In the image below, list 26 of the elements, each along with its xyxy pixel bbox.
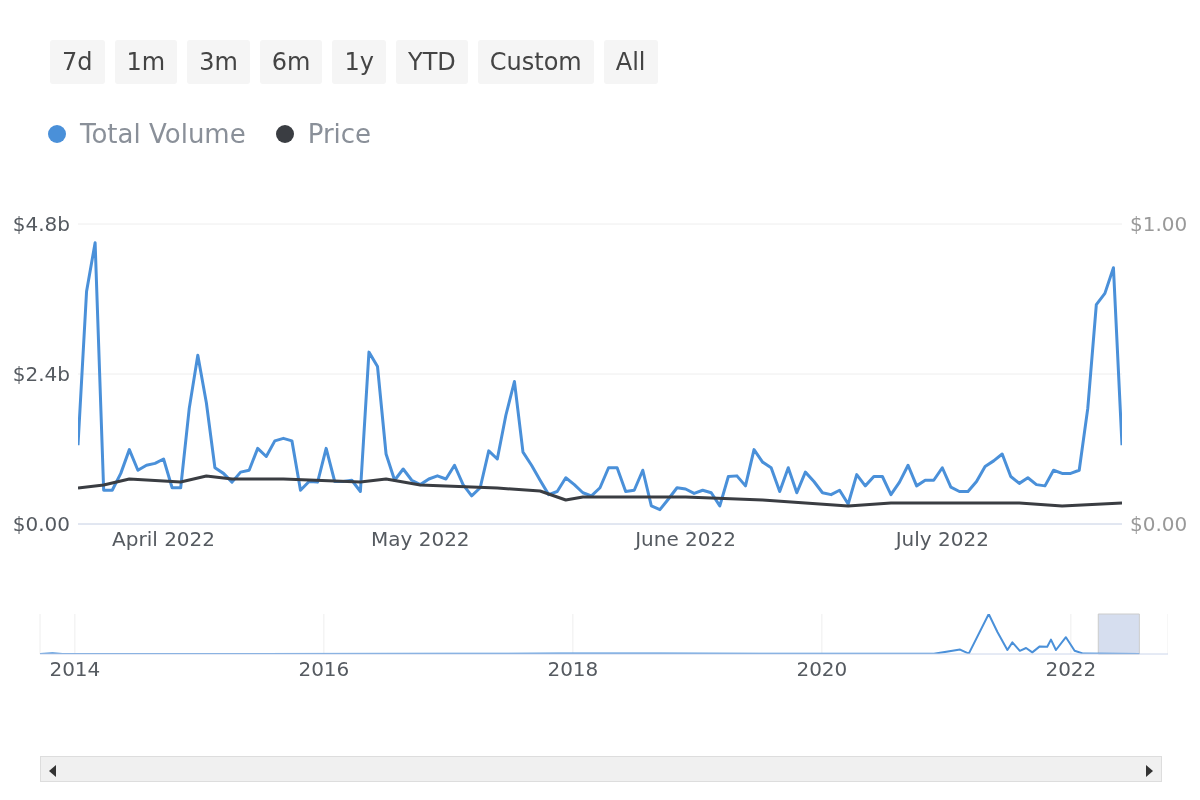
y-tick-label: $4.8b xyxy=(12,212,70,237)
x-tick-label: July 2022 xyxy=(893,527,989,552)
range-button: YTD xyxy=(395,40,468,84)
y-tick-label: $0.00 xyxy=(12,512,70,537)
x-tick-label: 2014 xyxy=(49,657,101,682)
line-series xyxy=(78,241,1122,512)
y-tick-label: $2.4b xyxy=(12,362,70,387)
x-tick-label: 2016 xyxy=(298,657,350,682)
legend-label: Price xyxy=(307,119,372,149)
y2-tick-label: $0.00 xyxy=(1130,512,1188,537)
range-button: 6m xyxy=(259,40,323,84)
x-tick-label: 2018 xyxy=(547,657,599,682)
x-tick-label: June 2022 xyxy=(633,527,736,552)
range-button: All xyxy=(603,40,658,84)
x-tick-label: 2020 xyxy=(796,657,848,682)
x-tick-label: April 2022 xyxy=(112,527,216,552)
x-tick-label: May 2022 xyxy=(370,527,470,552)
line-series xyxy=(78,474,1122,508)
range-button: 7d xyxy=(50,40,105,84)
y2-tick-label: $1.00 xyxy=(1130,212,1188,237)
range-button: 1y xyxy=(332,40,386,84)
range-button: Custom xyxy=(477,40,594,84)
legend-label: Total Volume xyxy=(80,119,246,149)
range-button: 1m xyxy=(114,40,178,84)
x-tick-label: 2022 xyxy=(1045,657,1097,682)
range-button: 3m xyxy=(187,40,250,84)
